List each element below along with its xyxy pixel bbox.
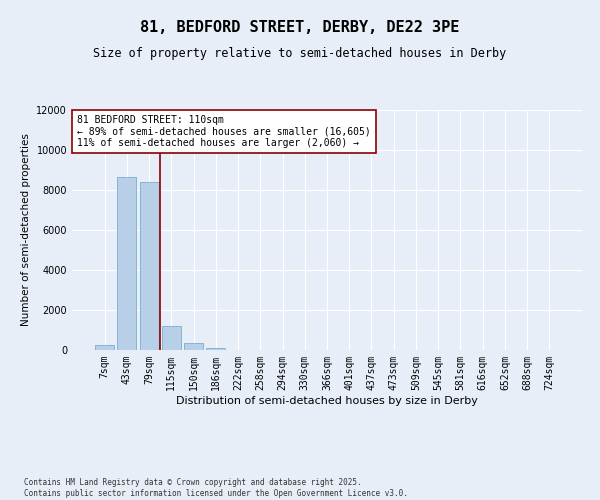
Bar xyxy=(118,177,136,350)
X-axis label: Distribution of semi-detached houses by size in Derby: Distribution of semi-detached houses by … xyxy=(176,396,478,406)
Bar xyxy=(206,348,225,350)
Text: 81, BEDFORD STREET, DERBY, DE22 3PE: 81, BEDFORD STREET, DERBY, DE22 3PE xyxy=(140,20,460,35)
Bar xyxy=(95,346,114,350)
Text: Contains HM Land Registry data © Crown copyright and database right 2025.
Contai: Contains HM Land Registry data © Crown c… xyxy=(24,478,408,498)
Y-axis label: Number of semi-detached properties: Number of semi-detached properties xyxy=(21,134,31,326)
Bar xyxy=(140,182,158,350)
Bar xyxy=(162,326,181,350)
Bar xyxy=(184,344,203,350)
Text: Size of property relative to semi-detached houses in Derby: Size of property relative to semi-detach… xyxy=(94,48,506,60)
Text: 81 BEDFORD STREET: 110sqm
← 89% of semi-detached houses are smaller (16,605)
11%: 81 BEDFORD STREET: 110sqm ← 89% of semi-… xyxy=(77,115,371,148)
